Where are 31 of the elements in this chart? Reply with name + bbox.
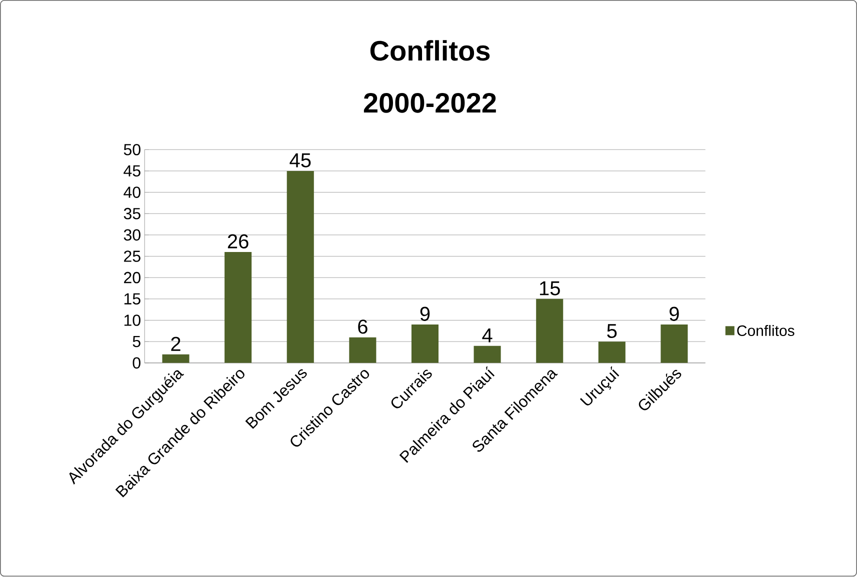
y-tick-label: 50 [124, 144, 140, 156]
y-tick-label: 10 [124, 314, 140, 326]
y-tick-label: 40 [124, 186, 140, 198]
bar [536, 299, 564, 364]
chart-title: Conflitos 2000-2022 [364, 40, 496, 114]
y-tick-label: 30 [124, 229, 140, 241]
legend-label: Conflitos [737, 325, 794, 336]
data-label: 9 [420, 306, 430, 322]
bar [474, 346, 501, 364]
data-label: 4 [482, 328, 492, 342]
y-tick-label: 45 [124, 166, 140, 177]
y-tick-label: 15 [124, 294, 140, 305]
y-tick-label: 25 [124, 250, 140, 262]
y-tick-label: 5 [132, 336, 140, 348]
bar [660, 324, 688, 364]
data-label: 26 [228, 234, 248, 249]
data-label: 15 [540, 282, 560, 296]
bar [224, 252, 252, 364]
y-tick-label: 20 [124, 272, 140, 284]
data-label: 6 [358, 320, 368, 334]
data-label: 9 [670, 306, 679, 322]
data-label: 45 [290, 154, 311, 168]
bar [598, 342, 626, 364]
y-tick-label: 0 [132, 357, 140, 369]
bar [349, 338, 376, 364]
bar [411, 324, 439, 364]
data-label: 5 [607, 324, 617, 338]
data-label: 2 [171, 337, 180, 352]
y-tick-label: 35 [124, 208, 140, 220]
bar [162, 354, 190, 364]
bar [286, 171, 314, 364]
